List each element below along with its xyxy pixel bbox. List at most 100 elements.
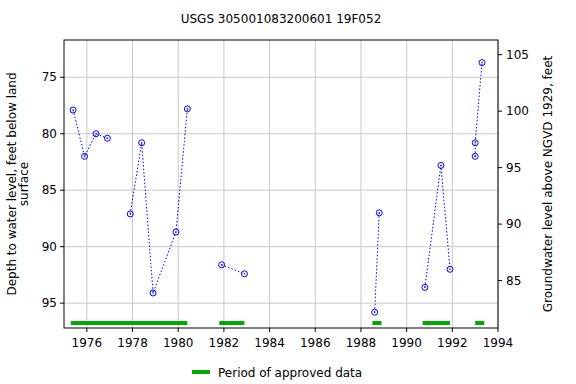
tick-label: 95: [506, 161, 521, 175]
tick: [498, 224, 502, 225]
point: [447, 266, 453, 272]
tick-label: 1976: [72, 336, 103, 350]
marker-ring: [104, 135, 110, 141]
grid-line: [223, 40, 224, 328]
legend-label: Period of approved data: [218, 366, 362, 380]
marker-ring: [241, 271, 247, 277]
frame: [64, 40, 498, 328]
marker-dot: [378, 212, 380, 214]
marker-dot: [129, 213, 131, 215]
marker-dot: [107, 137, 109, 139]
tick: [60, 133, 64, 134]
marker-ring: [127, 211, 133, 217]
y-axis-label: Depth to water level, feet below landsur…: [5, 72, 31, 295]
tick: [498, 167, 502, 168]
point: [479, 60, 485, 66]
approved-period: [105, 321, 187, 325]
tick: [132, 328, 133, 332]
marker-ring: [150, 290, 156, 296]
marker-dot: [221, 264, 223, 266]
tick-label: 1982: [209, 336, 240, 350]
marker-dot: [424, 287, 426, 289]
marker-ring: [139, 140, 145, 146]
tick: [60, 190, 64, 191]
marker-ring: [173, 229, 179, 235]
tick-label: 1978: [117, 336, 148, 350]
marker-ring: [422, 284, 428, 290]
marker-dot: [374, 311, 376, 313]
marker-ring: [93, 131, 99, 137]
marker-dot: [84, 156, 86, 158]
tick-label: 80: [42, 127, 57, 141]
tick-label: 85: [42, 183, 57, 197]
marker-dot: [187, 108, 189, 110]
tick-label: 90: [42, 240, 57, 254]
marker-dot: [72, 109, 74, 111]
tick-label: 85: [506, 274, 521, 288]
tick: [269, 328, 270, 332]
data-group: [70, 60, 485, 323]
point: [139, 140, 145, 146]
tick: [498, 54, 502, 55]
y-axis-label-line: surface: [17, 162, 31, 206]
grid-line: [269, 40, 270, 328]
marker-dot: [449, 268, 451, 270]
tick-label: 1992: [437, 336, 468, 350]
point: [82, 153, 88, 159]
marker-ring: [438, 162, 444, 168]
marker-dot: [481, 62, 483, 64]
point: [438, 162, 444, 168]
marker-ring: [184, 106, 190, 112]
plot-area: [64, 40, 498, 328]
y2-axis-label: Groundwater level above NGVD 1929, feet: [541, 55, 555, 312]
grid-line: [64, 133, 498, 134]
tick: [315, 328, 316, 332]
point: [127, 211, 133, 217]
marker-ring: [372, 309, 378, 315]
grid-line: [178, 40, 179, 328]
marker-ring: [82, 153, 88, 159]
grid-line: [132, 40, 133, 328]
approved-period: [219, 321, 244, 325]
tick: [498, 280, 502, 281]
point: [241, 271, 247, 277]
tick-label: 1980: [163, 336, 194, 350]
tick: [178, 328, 179, 332]
point: [70, 107, 76, 113]
tick: [60, 303, 64, 304]
tick-label: 1994: [483, 336, 514, 350]
tick-label: 1988: [346, 336, 377, 350]
grid-line: [360, 40, 361, 328]
tick: [498, 328, 499, 332]
grid-line: [64, 190, 498, 191]
approved-period: [475, 321, 484, 325]
tick: [498, 111, 502, 112]
marker-dot: [152, 292, 154, 294]
point: [104, 135, 110, 141]
tick: [86, 328, 87, 332]
tick: [60, 246, 64, 247]
legend-swatch: [192, 370, 210, 374]
grid-line: [86, 40, 87, 328]
marker-ring: [70, 107, 76, 113]
point: [376, 210, 382, 216]
tick: [60, 77, 64, 78]
grid-line: [452, 40, 453, 328]
tick-label: 1986: [300, 336, 331, 350]
point: [173, 229, 179, 235]
marker-ring: [219, 262, 225, 268]
chart: 1976197819801982198419861988199019921994…: [0, 0, 576, 384]
marker-dot: [95, 133, 97, 135]
tick-label: 75: [42, 70, 57, 84]
tick-label: 105: [506, 48, 529, 62]
marker-dot: [440, 165, 442, 167]
grid-line: [64, 246, 498, 247]
tick-label: 95: [42, 296, 57, 310]
point: [184, 106, 190, 112]
marker-dot: [474, 142, 476, 144]
marker-ring: [472, 153, 478, 159]
marker-dot: [244, 273, 246, 275]
grid-line: [64, 303, 498, 304]
tick-label: 1990: [391, 336, 422, 350]
tick: [452, 328, 453, 332]
